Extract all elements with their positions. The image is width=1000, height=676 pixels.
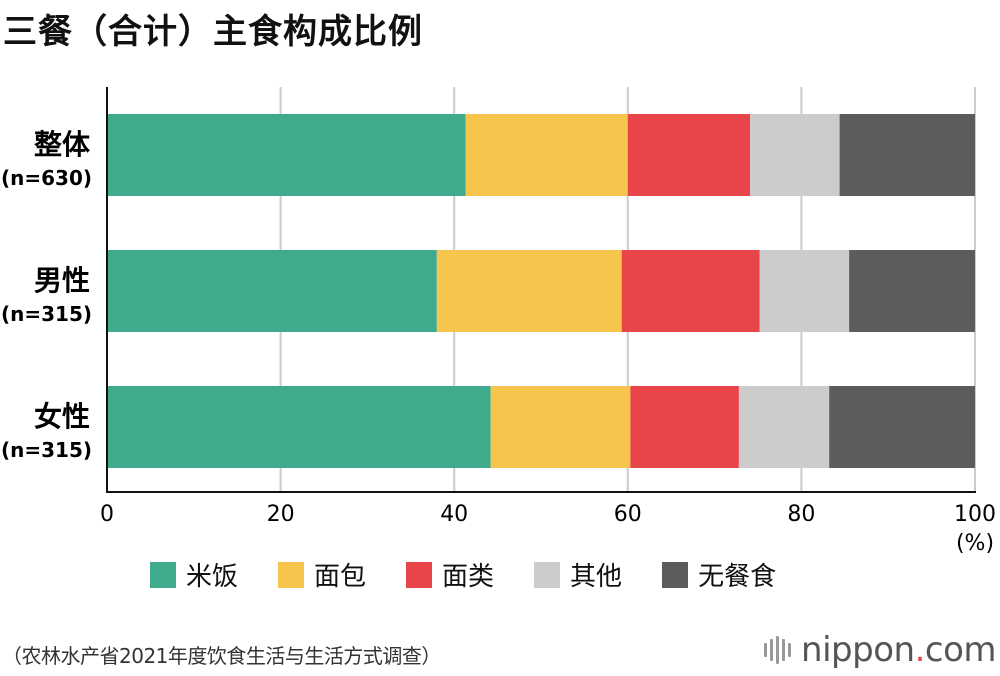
legend-item: 面类 — [406, 556, 494, 593]
bar-segment — [849, 250, 975, 332]
category-label: 整体 — [34, 128, 91, 161]
legend-item: 其他 — [534, 556, 622, 593]
legend: 米饭 面包 面类 其他 无餐食 — [150, 556, 816, 593]
bars — [107, 114, 975, 468]
bar-segment — [490, 386, 631, 468]
bar-segment — [630, 386, 739, 468]
x-tick-label: 0 — [100, 502, 114, 527]
bar-segment — [750, 114, 840, 196]
source-note: （农林水产省2021年度饮食生活与生活方式调查） — [2, 644, 441, 668]
stacked-bar-chart: 0 20 40 60 80 100 (%) 整体 (n=630) 男性 (n=315) 女性 (n=3… — [1, 87, 996, 556]
legend-swatch — [150, 561, 176, 588]
brand-suffix: com — [924, 630, 997, 670]
category-n-label: (n=315) — [1, 438, 92, 462]
legend-item: 面包 — [278, 556, 366, 593]
category-label: 男性 — [34, 264, 90, 297]
bar-segment — [829, 386, 975, 468]
x-tick-label: 100 — [954, 502, 996, 527]
x-tick-label: 80 — [787, 502, 815, 527]
bar-segment — [738, 386, 830, 468]
category-n-label: (n=315) — [1, 302, 92, 326]
x-tick-label: 60 — [614, 502, 642, 527]
category-labels: 整体 (n=630) 男性 (n=315) 女性 (n=315) — [1, 128, 92, 462]
x-unit-label: (%) — [956, 531, 994, 556]
brand-logo: nippon. com — [764, 630, 997, 670]
legend-label: 面包 — [314, 562, 367, 592]
bar-segment — [627, 114, 751, 196]
category-n-label: (n=630) — [1, 166, 92, 190]
legend-swatch — [534, 561, 561, 588]
bar-segment — [759, 250, 850, 332]
legend-swatch — [406, 561, 433, 588]
bar-segment — [107, 386, 491, 468]
legend-label: 无餐食 — [698, 562, 777, 592]
nippon-mark-icon — [764, 636, 792, 664]
brand-dot: . — [914, 630, 926, 670]
legend-swatch — [662, 561, 689, 588]
legend-label: 米饭 — [186, 562, 239, 592]
legend-item: 无餐食 — [662, 556, 776, 593]
category-label: 女性 — [34, 400, 90, 433]
x-tick-label: 20 — [267, 502, 295, 527]
bar-segment — [465, 114, 628, 196]
bar-segment — [436, 250, 622, 332]
x-tick-label: 40 — [440, 502, 468, 527]
page-title: 三餐（合计）主食构成比例 — [3, 12, 423, 52]
bar-segment — [107, 250, 437, 332]
bar-segment — [621, 250, 760, 332]
legend-item: 米饭 — [150, 556, 238, 593]
legend-label: 面类 — [442, 562, 495, 592]
bar-segment — [839, 114, 975, 196]
axes: 0 20 40 60 80 100 (%) — [100, 87, 996, 556]
legend-swatch — [278, 561, 305, 588]
brand-name: nippon — [801, 630, 915, 670]
legend-label: 其他 — [570, 562, 623, 592]
bar-segment — [107, 114, 466, 196]
